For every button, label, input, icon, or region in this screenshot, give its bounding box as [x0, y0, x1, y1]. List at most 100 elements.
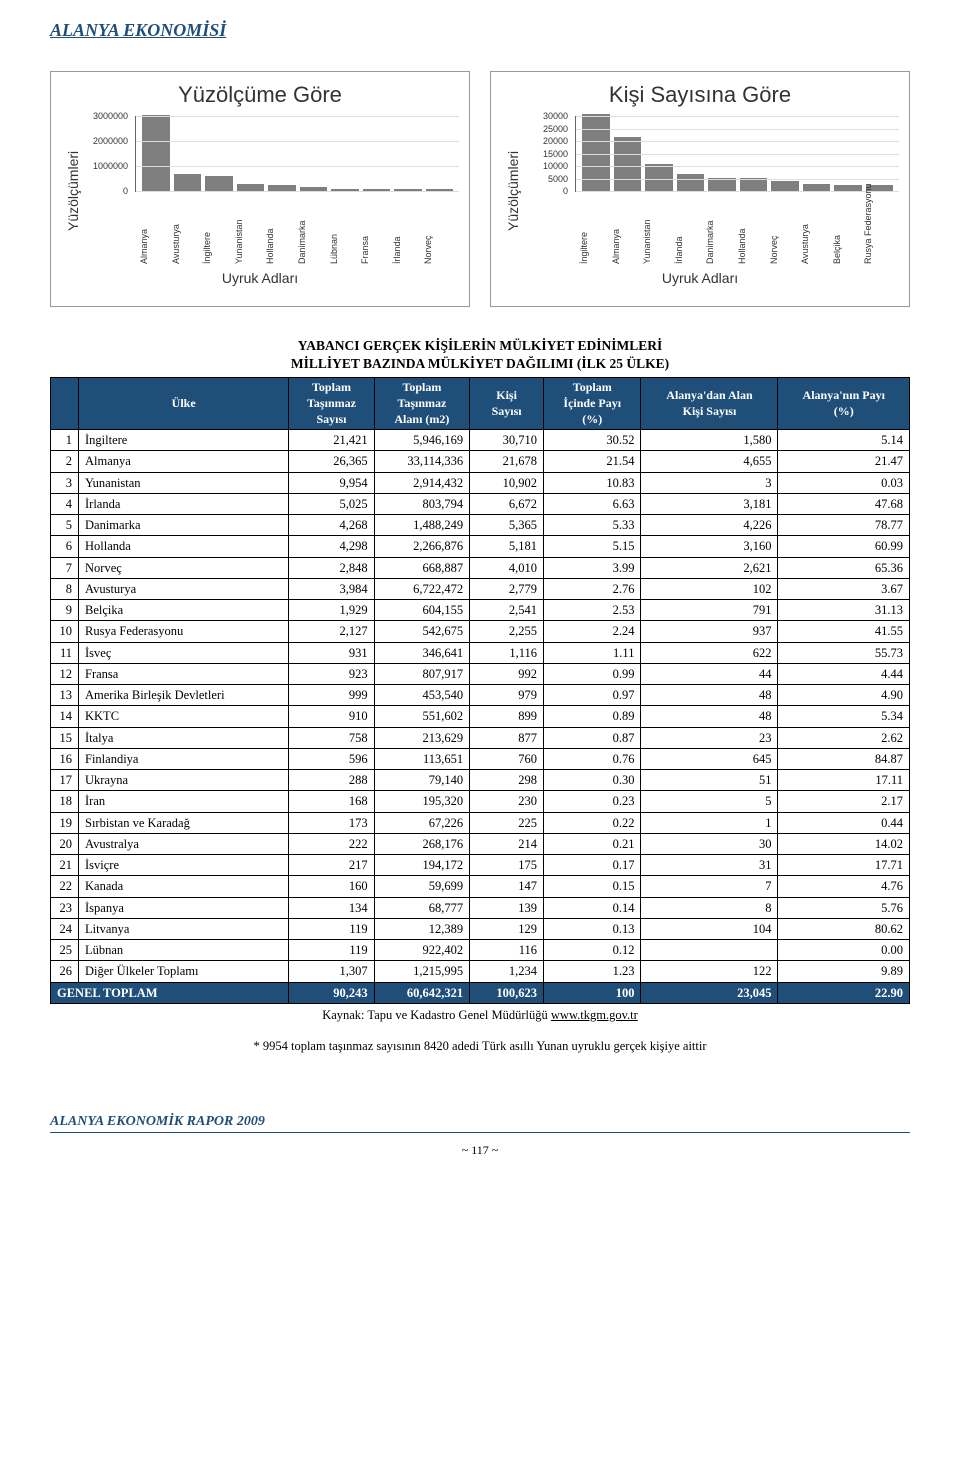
table-cell: 2.53	[544, 600, 641, 621]
table-cell: Belçika	[79, 600, 289, 621]
table-row: 5Danimarka4,2681,488,2495,3655.334,22678…	[51, 515, 910, 536]
table-cell: 2,779	[470, 578, 544, 599]
table-cell: 9	[51, 600, 79, 621]
table-cell: 119	[289, 940, 374, 961]
bar	[614, 137, 642, 191]
table-cell: 6,722,472	[374, 578, 469, 599]
table-cell: 5.14	[778, 430, 910, 451]
table-cell: 5.33	[544, 515, 641, 536]
table-cell: 668,887	[374, 557, 469, 578]
table-cell: 931	[289, 642, 374, 663]
table-cell: 113,651	[374, 748, 469, 769]
bar	[677, 174, 705, 191]
chart-kisi-sayisina: Kişi Sayısına Göre Yüzölçümleri 05000100…	[490, 71, 910, 307]
bar	[237, 184, 265, 191]
table-row: 26Diğer Ülkeler Toplamı1,3071,215,9951,2…	[51, 961, 910, 982]
table-cell: 1,929	[289, 600, 374, 621]
table-cell: Diğer Ülkeler Toplamı	[79, 961, 289, 982]
table-cell: Avusturya	[79, 578, 289, 599]
table-cell: 26,365	[289, 451, 374, 472]
table-cell: 60.99	[778, 536, 910, 557]
table-row: 6Hollanda4,2982,266,8765,1815.153,16060.…	[51, 536, 910, 557]
table-cell: 7	[641, 876, 778, 897]
table-cell: 41.55	[778, 621, 910, 642]
table-cell: 65.36	[778, 557, 910, 578]
table-cell: 214	[470, 833, 544, 854]
table-cell: 23	[641, 727, 778, 748]
table-cell: 195,320	[374, 791, 469, 812]
table-cell: Hollanda	[79, 536, 289, 557]
table-cell: 79,140	[374, 770, 469, 791]
table-row: 1İngiltere21,4215,946,16930,71030.521,58…	[51, 430, 910, 451]
table-cell: 6	[51, 536, 79, 557]
page-number: ~ 117 ~	[50, 1143, 910, 1158]
table-cell: 102	[641, 578, 778, 599]
table-cell: 15	[51, 727, 79, 748]
table-header: Ülke	[79, 378, 289, 430]
table-cell: 4,655	[641, 451, 778, 472]
table-cell: 2,621	[641, 557, 778, 578]
bar	[142, 115, 170, 191]
table-row: 7Norveç2,848668,8874,0103.992,62165.36	[51, 557, 910, 578]
bar	[740, 178, 768, 191]
table-cell: 129	[470, 918, 544, 939]
table-cell: 168	[289, 791, 374, 812]
table-header: Alanya'dan AlanKişi Sayısı	[641, 378, 778, 430]
table-cell: 923	[289, 663, 374, 684]
table-cell: 139	[470, 897, 544, 918]
table-cell: 0.14	[544, 897, 641, 918]
x-tick-label: Yunanistan	[234, 196, 266, 266]
table-cell: 0.89	[544, 706, 641, 727]
table-cell: 937	[641, 621, 778, 642]
table-cell: 78.77	[778, 515, 910, 536]
table-cell: 0.30	[544, 770, 641, 791]
x-tick-label: Hollanda	[265, 196, 297, 266]
table-cell: 1,580	[641, 430, 778, 451]
table-cell: 9,954	[289, 472, 374, 493]
y-tick-label: 1000000	[93, 161, 128, 171]
table-cell: 645	[641, 748, 778, 769]
table-cell: 288	[289, 770, 374, 791]
x-tick-label: Fransa	[360, 196, 392, 266]
table-cell: 0.44	[778, 812, 910, 833]
table-cell: 5,025	[289, 493, 374, 514]
table-cell: 51	[641, 770, 778, 791]
chart2-title: Kişi Sayısına Göre	[501, 82, 899, 108]
table-header: ToplamTaşınmazAlanı (m2)	[374, 378, 469, 430]
table-cell: 0.87	[544, 727, 641, 748]
table-cell: 0.03	[778, 472, 910, 493]
table-cell: 48	[641, 685, 778, 706]
table-cell: 1,234	[470, 961, 544, 982]
table-cell: 1.11	[544, 642, 641, 663]
source-line: Kaynak: Tapu ve Kadastro Genel Müdürlüğü…	[50, 1008, 910, 1023]
x-tick-label: Belçika	[832, 196, 864, 266]
table-cell: 1,215,995	[374, 961, 469, 982]
table-cell: 31.13	[778, 600, 910, 621]
table-cell: 9.89	[778, 961, 910, 982]
table-cell: 6,672	[470, 493, 544, 514]
table-header: Alanya'nın Payı(%)	[778, 378, 910, 430]
table-cell: 12	[51, 663, 79, 684]
y-tick-label: 5000	[548, 174, 568, 184]
chart1-title: Yüzölçüme Göre	[61, 82, 459, 108]
table-cell: 14	[51, 706, 79, 727]
table-cell: 194,172	[374, 855, 469, 876]
table-row: 9Belçika1,929604,1552,5412.5379131.13	[51, 600, 910, 621]
table-cell: 4,010	[470, 557, 544, 578]
table-cell: 791	[641, 600, 778, 621]
table-cell: 100,623	[470, 982, 544, 1003]
table-cell: 59,699	[374, 876, 469, 897]
y-tick-label: 0	[563, 186, 568, 196]
table-cell: 44	[641, 663, 778, 684]
table-cell: 11	[51, 642, 79, 663]
table-cell: 899	[470, 706, 544, 727]
table-cell: 17	[51, 770, 79, 791]
table-cell: 5,365	[470, 515, 544, 536]
table-row: 14KKTC910551,6028990.89485.34	[51, 706, 910, 727]
table-cell: 0.12	[544, 940, 641, 961]
x-tick-label: Lübnan	[329, 196, 361, 266]
source-link[interactable]: www.tkgm.gov.tr	[551, 1008, 638, 1022]
table-cell: 5.15	[544, 536, 641, 557]
table-cell: 31	[641, 855, 778, 876]
table-cell: 3.67	[778, 578, 910, 599]
